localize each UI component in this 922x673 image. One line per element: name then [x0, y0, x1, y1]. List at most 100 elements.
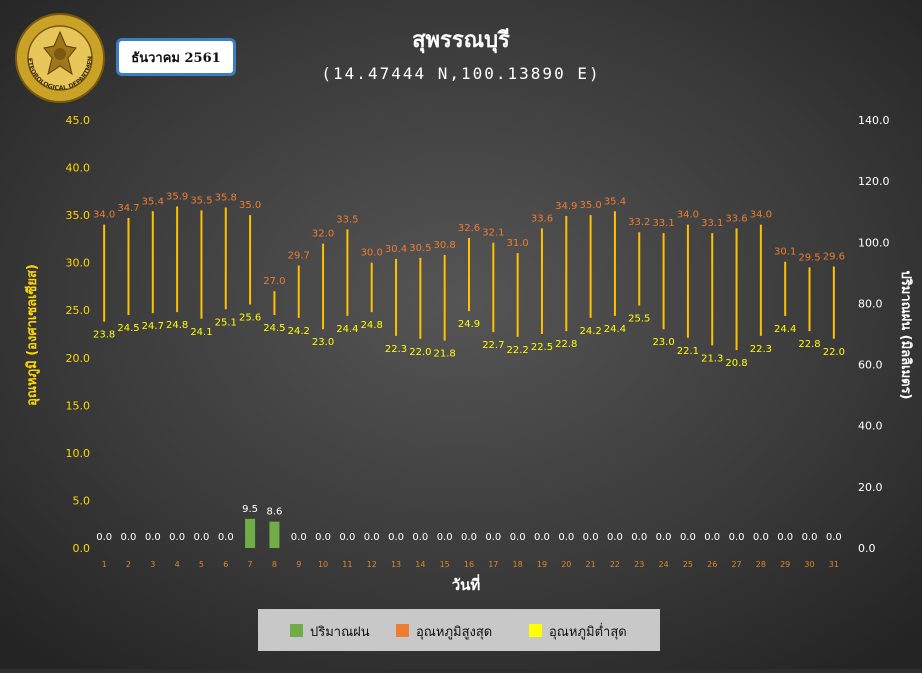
tmin-value-label: 23.0: [652, 337, 674, 348]
rain-value-label: 0.0: [121, 532, 137, 543]
tmin-value-label: 22.2: [507, 345, 529, 356]
chart-title: สุพรรณบุรี: [412, 28, 510, 53]
tmax-value-label: 35.5: [190, 195, 212, 206]
rain-value-label: 0.0: [704, 532, 720, 543]
tmin-value-label: 22.0: [409, 347, 431, 358]
rain-value-label: 0.0: [802, 532, 818, 543]
tmin-value-label: 21.8: [434, 349, 456, 360]
tmax-value-label: 30.8: [434, 240, 456, 251]
tmax-value-label: 35.8: [215, 193, 237, 204]
y-left-tick-label: 40.0: [66, 162, 91, 175]
tmin-value-label: 24.7: [142, 321, 164, 332]
x-tick-label: 2: [126, 560, 131, 569]
rain-bar: [269, 521, 280, 548]
tmin-value-label: 23.8: [93, 330, 115, 341]
tmin-value-label: 24.2: [579, 326, 601, 337]
rain-bar: [245, 518, 256, 548]
legend-box: [258, 609, 660, 651]
x-tick-label: 11: [342, 560, 352, 569]
rain-value-label: 0.0: [631, 532, 647, 543]
rain-value-label: 0.0: [315, 532, 331, 543]
tmin-value-label: 22.3: [750, 344, 772, 355]
x-tick-label: 15: [440, 560, 450, 569]
tmax-value-label: 32.0: [312, 229, 334, 240]
rain-value-label: 0.0: [534, 532, 550, 543]
tmin-value-label: 25.6: [239, 313, 261, 324]
y-axis-right: 0.0 20.0 40.0 60.0 80.0 100.0 120.0 140.0: [858, 114, 890, 555]
tmin-value-label: 21.3: [701, 353, 723, 364]
y-right-tick-label: 140.0: [858, 114, 890, 127]
rain-value-label: 0.0: [364, 532, 380, 543]
rain-value-label: 0.0: [607, 532, 623, 543]
tmin-value-label: 24.2: [288, 326, 310, 337]
tmax-value-label: 29.6: [823, 251, 845, 262]
rain-value-label: 0.0: [753, 532, 769, 543]
y-right-tick-label: 100.0: [858, 236, 890, 249]
tmax-value-label: 34.0: [93, 210, 115, 221]
x-tick-label: 19: [537, 560, 547, 569]
legend-label-tmin: อุณหภูมิต่ำสุด: [549, 623, 627, 640]
x-tick-label: 9: [296, 560, 301, 569]
rain-value-label: 0.0: [656, 532, 672, 543]
y-left-tick-label: 20.0: [66, 352, 91, 365]
tmax-value-label: 31.0: [507, 238, 529, 249]
tmax-value-label: 34.0: [677, 210, 699, 221]
y-left-tick-label: 0.0: [73, 542, 91, 555]
y-axis-left: 0.0 5.0 10.0 15.0 20.0 25.0 30.0 35.0 40.0 45.0: [66, 114, 91, 555]
y-left-tick-label: 25.0: [66, 304, 91, 317]
tmin-value-label: 22.0: [823, 347, 845, 358]
rain-value-label: 0.0: [218, 532, 234, 543]
y-axis-left-label: อุณหภูมิ (องศาเซลเซียส): [24, 264, 40, 406]
tmin-value-label: 25.5: [628, 313, 650, 324]
rain-value-label: 8.6: [266, 507, 282, 518]
tmax-value-label: 35.0: [239, 200, 261, 211]
rain-value-label: 0.0: [169, 532, 185, 543]
rain-value-label: 0.0: [558, 532, 574, 543]
tmax-value-label: 35.0: [579, 200, 601, 211]
tmin-value-label: 20.8: [725, 358, 747, 369]
x-tick-label: 10: [318, 560, 328, 569]
y-right-tick-label: 120.0: [858, 175, 890, 188]
y-right-tick-label: 60.0: [858, 359, 883, 372]
period-badge: ธันวาคม 2561: [116, 38, 236, 76]
tmin-value-label: 22.8: [555, 339, 577, 350]
x-tick-label: 25: [683, 560, 693, 569]
x-tick-label: 22: [610, 560, 620, 569]
tmax-value-label: 33.6: [725, 213, 747, 224]
x-tick-label: 1: [102, 560, 107, 569]
tmin-value-label: 24.4: [604, 324, 626, 335]
rain-value-label: 0.0: [291, 532, 307, 543]
tmax-value-label: 34.0: [750, 210, 772, 221]
tmax-value-label: 30.5: [409, 243, 431, 254]
x-tick-label: 3: [150, 560, 155, 569]
x-tick-label: 16: [464, 560, 474, 569]
meteorological-department-logo: METEOROLOGICAL DEPARTMENT: [14, 12, 105, 103]
rain-value-label: 0.0: [388, 532, 404, 543]
x-tick-label: 12: [367, 560, 377, 569]
tmax-value-label: 32.6: [458, 223, 480, 234]
rain-value-label: 0.0: [437, 532, 453, 543]
y-right-tick-label: 40.0: [858, 420, 883, 433]
x-tick-label: 26: [707, 560, 717, 569]
x-tick-label: 27: [731, 560, 741, 569]
tmax-value-label: 33.5: [336, 214, 358, 225]
rain-value-label: 0.0: [96, 532, 112, 543]
tmin-value-label: 24.8: [361, 320, 383, 331]
tmax-value-label: 33.1: [701, 218, 723, 229]
rain-value-label: 0.0: [680, 532, 696, 543]
y-left-tick-label: 45.0: [66, 114, 91, 127]
y-left-tick-label: 10.0: [66, 447, 91, 460]
legend-swatch-tmin: [529, 624, 542, 637]
tmin-value-label: 24.5: [117, 323, 139, 334]
y-left-tick-label: 35.0: [66, 209, 91, 222]
tmax-value-label: 33.6: [531, 213, 553, 224]
tmax-value-label: 30.0: [361, 248, 383, 259]
tmin-value-label: 24.4: [774, 324, 796, 335]
x-tick-label: 14: [415, 560, 425, 569]
x-tick-label: 23: [634, 560, 644, 569]
y-right-tick-label: 20.0: [858, 481, 883, 494]
x-tick-label: 5: [199, 560, 204, 569]
y-left-tick-label: 15.0: [66, 399, 91, 412]
tmin-value-label: 25.1: [215, 317, 237, 328]
